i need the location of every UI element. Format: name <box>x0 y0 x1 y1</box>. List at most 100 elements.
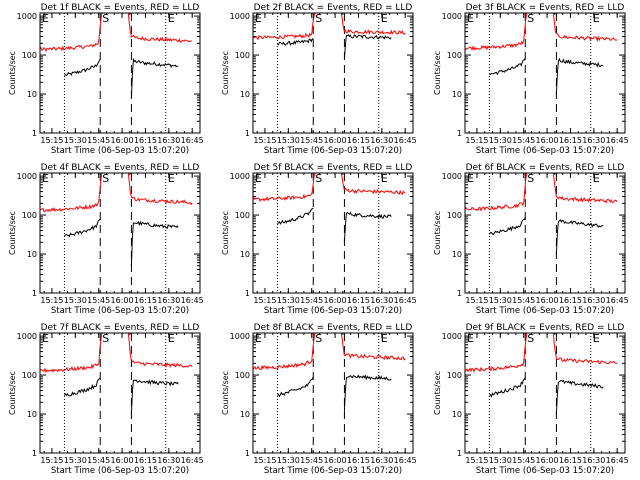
y-tick-label: 1 <box>245 289 250 298</box>
events-series-line <box>277 376 314 398</box>
lld-series-line <box>465 173 528 212</box>
marker-e-right: E <box>168 172 175 185</box>
marker-s: S <box>315 12 322 25</box>
marker-e-right: E <box>593 332 600 345</box>
x-axis-label: Start Time (06-Sep-03 15:07:20) <box>51 466 189 476</box>
marker-e-right: E <box>168 332 175 345</box>
x-tick-label: 16:00 <box>536 296 559 305</box>
x-tick-label: 15:30 <box>489 296 512 305</box>
y-tick-label: 1000 <box>17 12 37 21</box>
y-tick-label: 1 <box>245 129 250 138</box>
y-axis-label: Counts/sec <box>8 51 17 95</box>
x-tick-label: 16:30 <box>582 136 605 145</box>
y-tick-label: 1 <box>32 449 37 458</box>
marker-s: S <box>102 172 109 185</box>
panel-title: Det 6f BLACK = Events, RED = LLD <box>466 163 625 173</box>
panel-title: Det 5f BLACK = Events, RED = LLD <box>254 163 413 173</box>
lld-series-line <box>127 333 193 368</box>
y-tick-label: 100 <box>447 211 462 220</box>
x-tick-label: 15:15 <box>253 456 276 465</box>
lld-series-line <box>340 13 406 36</box>
x-tick-label: 16:00 <box>111 136 134 145</box>
y-tick-label: 10 <box>452 250 462 259</box>
x-tick-label: 15:30 <box>489 456 512 465</box>
x-tick-label: 16:00 <box>324 296 347 305</box>
marker-e-right: E <box>381 12 388 25</box>
x-axis-label: Start Time (06-Sep-03 15:07:20) <box>264 466 402 476</box>
plot-frame <box>464 172 626 294</box>
y-tick-label: 1 <box>457 449 462 458</box>
x-tick-label: 16:15 <box>134 456 157 465</box>
x-tick-label: 16:45 <box>394 456 417 465</box>
events-series-line <box>63 377 101 397</box>
y-axis-label: Counts/sec <box>433 211 442 255</box>
lld-series-line <box>253 333 316 371</box>
panel-title: Det 2f BLACK = Events, RED = LLD <box>254 3 413 13</box>
lld-series-line <box>127 173 193 206</box>
y-tick-label: 1 <box>457 129 462 138</box>
y-tick-label: 1000 <box>442 172 462 181</box>
lld-series-line <box>465 333 528 373</box>
x-tick-label: 16:45 <box>606 136 629 145</box>
x-tick-label: 16:00 <box>536 136 559 145</box>
lld-series-line <box>40 13 103 53</box>
marker-e-left: E <box>42 172 49 185</box>
x-tick-label: 16:00 <box>536 456 559 465</box>
lld-series-line <box>552 173 618 204</box>
y-tick-label: 100 <box>22 51 37 60</box>
x-tick-label: 16:45 <box>181 456 204 465</box>
lld-series-line <box>552 13 618 43</box>
events-series-line <box>130 220 179 266</box>
x-tick-label: 16:30 <box>370 456 393 465</box>
lld-series-line <box>253 13 316 41</box>
x-tick-label: 15:45 <box>512 136 535 145</box>
y-tick-label: 100 <box>447 51 462 60</box>
x-axis-label: Start Time (06-Sep-03 15:07:20) <box>476 146 614 156</box>
x-tick-label: 15:30 <box>64 136 87 145</box>
marker-e-left: E <box>42 12 49 25</box>
x-tick-label: 15:15 <box>465 296 488 305</box>
y-tick-label: 1000 <box>442 12 462 21</box>
x-tick-label: 15:30 <box>277 296 300 305</box>
events-series-line <box>64 58 101 77</box>
lld-series-line <box>340 173 406 196</box>
marker-e-left: E <box>467 172 474 185</box>
events-series-line <box>130 379 179 415</box>
y-tick-label: 10 <box>452 410 462 419</box>
y-tick-label: 100 <box>22 371 37 380</box>
marker-s: S <box>315 172 322 185</box>
marker-e-left: E <box>255 332 262 345</box>
x-tick-label: 16:00 <box>324 456 347 465</box>
x-tick-label: 16:30 <box>370 136 393 145</box>
y-tick-label: 10 <box>27 250 37 259</box>
x-tick-label: 16:00 <box>111 296 134 305</box>
events-series-line <box>489 376 526 398</box>
x-tick-label: 16:30 <box>582 456 605 465</box>
marker-e-right: E <box>593 12 600 25</box>
panel-title: Det 9f BLACK = Events, RED = LLD <box>466 323 625 333</box>
panel-title: Det 3f BLACK = Events, RED = LLD <box>466 3 625 13</box>
x-tick-label: 15:15 <box>253 136 276 145</box>
x-tick-label: 15:45 <box>87 456 110 465</box>
y-tick-label: 10 <box>27 90 37 99</box>
x-tick-label: 15:15 <box>40 136 63 145</box>
x-axis-label: Start Time (06-Sep-03 15:07:20) <box>264 146 402 156</box>
events-series-line <box>555 218 604 255</box>
x-tick-label: 15:15 <box>465 136 488 145</box>
x-tick-label: 15:45 <box>300 296 323 305</box>
events-series-line <box>343 374 392 411</box>
x-axis-label: Start Time (06-Sep-03 15:07:20) <box>264 306 402 316</box>
x-tick-label: 15:15 <box>40 296 63 305</box>
y-tick-label: 10 <box>452 90 462 99</box>
y-axis-label: Counts/sec <box>433 371 442 415</box>
events-series-line <box>555 379 604 415</box>
y-tick-label: 1 <box>32 129 37 138</box>
y-tick-label: 1000 <box>442 332 462 341</box>
x-tick-label: 15:30 <box>277 136 300 145</box>
marker-e-left: E <box>255 12 262 25</box>
